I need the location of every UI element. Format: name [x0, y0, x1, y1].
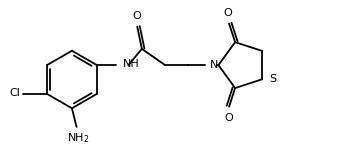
Text: O: O — [224, 8, 232, 18]
Text: NH$_2$: NH$_2$ — [67, 131, 90, 145]
Text: S: S — [270, 74, 277, 84]
Text: O: O — [132, 10, 141, 21]
Text: N: N — [210, 60, 219, 70]
Text: NH: NH — [122, 59, 139, 69]
Text: O: O — [225, 113, 233, 123]
Text: Cl: Cl — [10, 88, 21, 98]
